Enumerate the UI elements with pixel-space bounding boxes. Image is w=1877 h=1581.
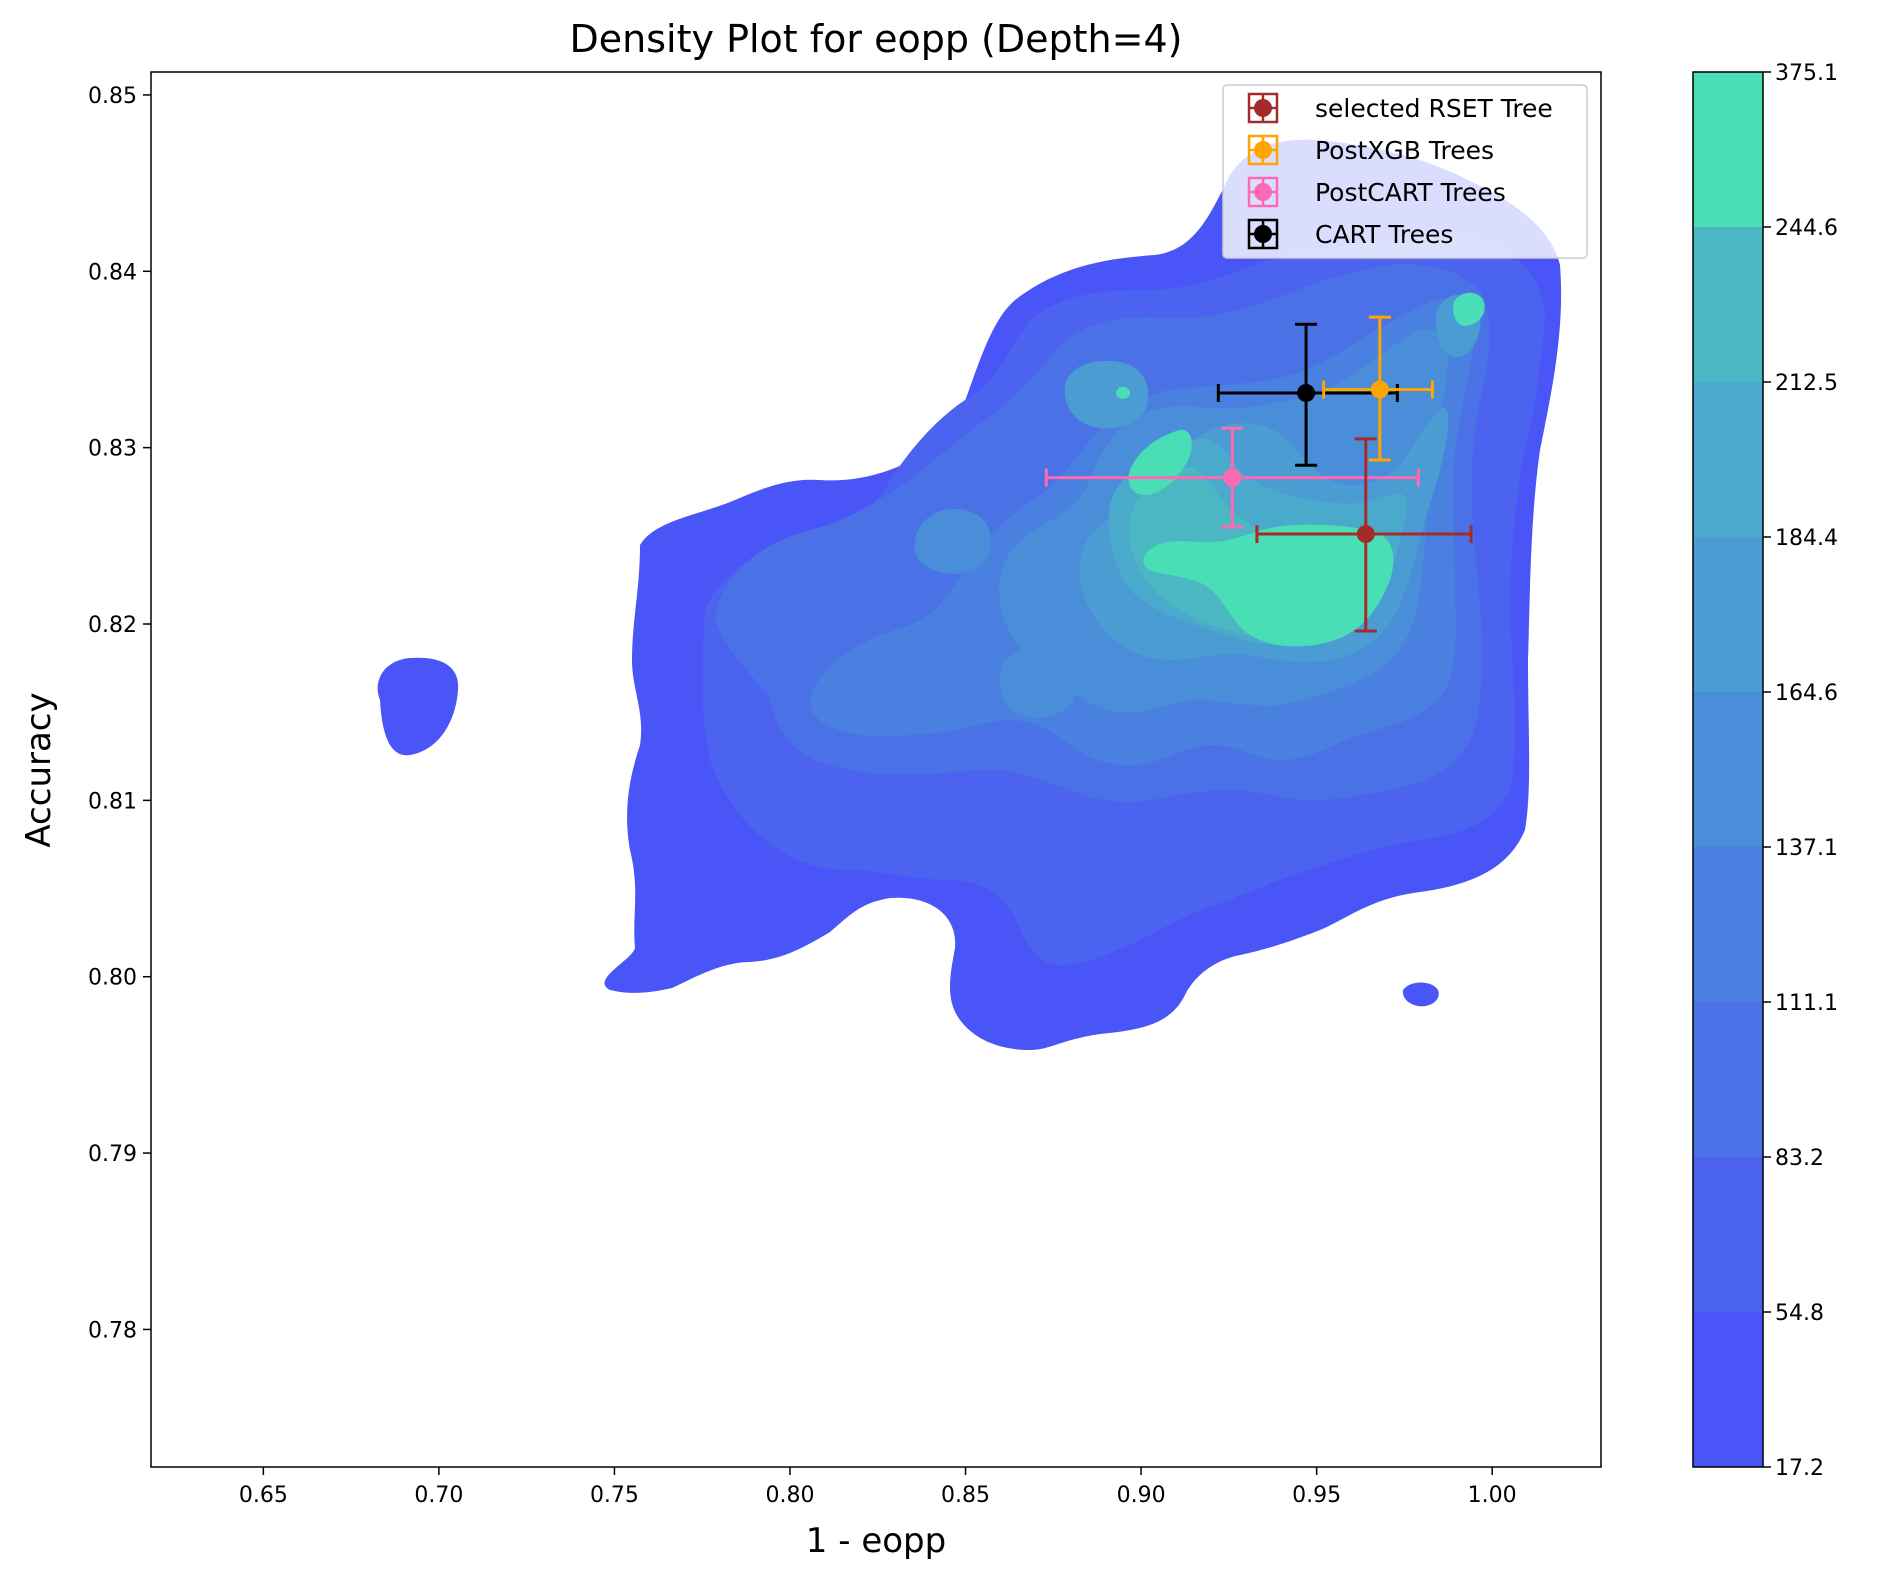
colorbar-band: [1693, 1157, 1763, 1312]
colorbar-band: [1693, 72, 1763, 227]
x-tick-label: 0.75: [590, 1483, 639, 1508]
density-peak-main: [1143, 524, 1394, 647]
colorbar-tick-label: 184.4: [1775, 526, 1838, 551]
colorbar-tick-label: 137.1: [1775, 836, 1838, 861]
x-tick-label: 0.70: [414, 1483, 463, 1508]
colorbar: 17.2 54.8 83.2 111.1 137.1 164.6 184.4 212.5 244…: [1692, 61, 1838, 1481]
errorbar-postxgb-trees: [1322, 315, 1434, 462]
density-level-5-blob-lower: [1000, 648, 1077, 718]
colorbar-tick-label: 17.2: [1775, 1456, 1824, 1481]
colorbar-frame: [1692, 71, 1764, 1468]
legend-label: PostCART Trees: [1315, 178, 1506, 207]
data-point-marker: [1297, 383, 1316, 402]
density-peak-right: [1453, 292, 1485, 326]
density-level-5-blob-left: [914, 508, 992, 574]
colorbar-tick-label: 83.2: [1775, 1146, 1824, 1171]
y-tick-label: 0.85: [88, 84, 137, 109]
legend-label: selected RSET Tree: [1315, 94, 1553, 123]
x-tick-label: 0.90: [1117, 1483, 1166, 1508]
y-tick-label: 0.83: [88, 437, 137, 462]
legend-item: CART Trees: [1247, 218, 1453, 250]
colorbar-band: [1693, 847, 1763, 1002]
x-tick-label: 0.85: [941, 1483, 990, 1508]
colorbar-tick-label: 54.8: [1775, 1301, 1824, 1326]
y-tick-label: 0.79: [88, 1142, 137, 1167]
colorbar-tick-label: 111.1: [1775, 991, 1838, 1016]
data-point-marker: [1370, 380, 1389, 399]
y-tick-label: 0.78: [88, 1318, 137, 1343]
density-peak-small: [1115, 386, 1131, 399]
colorbar-tick-label: 244.6: [1775, 216, 1838, 241]
errorbar-selected-rset-tree: [1255, 437, 1473, 633]
legend-box: [1222, 84, 1588, 259]
chart-title: Density Plot for eopp (Depth=4): [570, 17, 1183, 61]
density-level-1-island-left: [377, 657, 459, 756]
x-tick-label: 0.65: [239, 1483, 288, 1508]
legend-label: CART Trees: [1315, 220, 1453, 249]
colorbar-tick-label: 375.1: [1775, 61, 1838, 86]
errorbar-postcart-trees: [1044, 426, 1420, 529]
x-tick-label: 0.95: [1292, 1483, 1341, 1508]
data-point-marker: [1223, 468, 1242, 487]
axes: 0.65 0.70 0.75 0.80 0.85 0.90 0.95 1.00 0.78 0.79…: [88, 84, 1517, 1508]
legend-item: PostXGB Trees: [1247, 134, 1494, 166]
errorbar-cart-trees: [1216, 322, 1399, 467]
y-axis-title: Accuracy: [19, 692, 59, 847]
legend-swatch-marker: [1254, 99, 1272, 117]
colorbar-band: [1693, 382, 1763, 537]
colorbar-band: [1693, 537, 1763, 692]
legend-swatch-marker: [1254, 183, 1272, 201]
colorbar-tick-label: 212.5: [1775, 371, 1838, 396]
data-point-marker: [1356, 525, 1375, 544]
legend-label: PostXGB Trees: [1315, 136, 1494, 165]
legend: selected RSET Tree PostXGB Trees PostCART …: [1222, 84, 1588, 259]
y-tick-label: 0.80: [88, 966, 137, 991]
y-tick-label: 0.82: [88, 613, 137, 638]
x-tick-label: 0.80: [765, 1483, 814, 1508]
error-bars: [1044, 315, 1473, 633]
legend-swatch-marker: [1254, 225, 1272, 243]
plot-frame: [150, 71, 1602, 1468]
colorbar-tick-label: 164.6: [1775, 681, 1838, 706]
y-tick-label: 0.81: [88, 789, 137, 814]
colorbar-band: [1693, 1002, 1763, 1157]
legend-item: PostCART Trees: [1247, 176, 1506, 208]
density-level-6-blob-upper: [1064, 360, 1149, 429]
legend-item: selected RSET Tree: [1247, 92, 1553, 124]
legend-swatch-marker: [1254, 141, 1272, 159]
x-tick-label: 1.00: [1468, 1483, 1517, 1508]
x-axis-title: 1 - eopp: [806, 1521, 946, 1561]
colorbar-band: [1693, 692, 1763, 847]
density-level-1-island-right: [1402, 982, 1439, 1007]
colorbar-band: [1693, 227, 1763, 382]
colorbar-band: [1693, 1312, 1763, 1467]
density-contours: [377, 139, 1562, 1051]
y-tick-label: 0.84: [88, 260, 137, 285]
